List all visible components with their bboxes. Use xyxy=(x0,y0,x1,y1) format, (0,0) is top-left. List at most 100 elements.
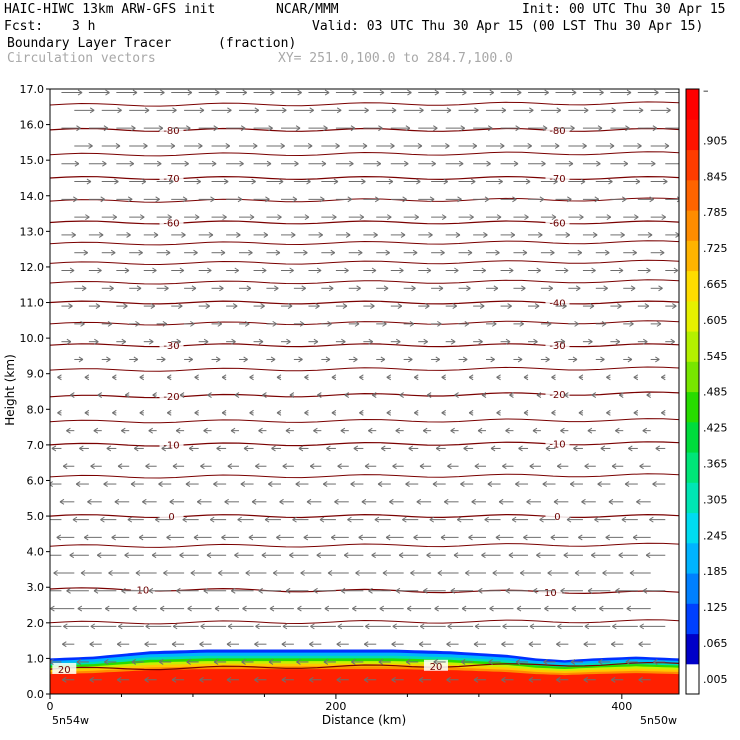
wind-vector-head-177 xyxy=(590,552,596,559)
wind-vector-head-446 xyxy=(588,338,593,345)
wind-vector-head-680 xyxy=(225,143,231,149)
valid-time: Valid: 03 UTC Thu 30 Apr 15 (00 LST Thu … xyxy=(312,19,704,34)
wind-vector-head-369 xyxy=(317,392,322,398)
wind-vector-head-741 xyxy=(666,107,671,114)
wind-vector-head-139 xyxy=(163,570,168,576)
wind-vector-head-75 xyxy=(255,623,260,630)
colorbar-label-8: .485 xyxy=(703,386,728,399)
wind-vector-head-433 xyxy=(231,338,236,345)
wind-vector-head-462 xyxy=(409,320,415,327)
wind-vector-head-760 xyxy=(571,89,577,96)
wind-vector-head-657 xyxy=(211,160,217,167)
wind-vector-head-150 xyxy=(465,570,470,576)
wind-vector-head-616 xyxy=(320,196,325,203)
wind-vector-head-455 xyxy=(217,320,223,327)
wind-vector-head-104 xyxy=(434,605,439,612)
wind-vector-head-376 xyxy=(509,392,514,398)
wind-vector-head-602 xyxy=(551,214,557,221)
wind-vector-head-755 xyxy=(434,89,440,96)
wind-vector-head-323 xyxy=(285,427,291,434)
wind-vector-head-489 xyxy=(534,303,540,310)
colorbar-swatch-8 xyxy=(686,421,699,453)
wind-vector-head-544 xyxy=(193,249,198,256)
wind-vector-head-736 xyxy=(529,107,534,114)
wind-vector-head-575 xyxy=(428,231,433,238)
colorbar-swatch-2 xyxy=(686,603,699,635)
wind-vector-head-87 xyxy=(584,623,590,630)
wind-vector-head-596 xyxy=(386,214,392,221)
wind-vector-head-540 xyxy=(83,249,89,256)
wind-vector-head-684 xyxy=(335,143,340,149)
contour-label-bg-6-1 xyxy=(545,437,570,449)
wind-vector-head-427 xyxy=(66,338,72,345)
wind-vector-head-710 xyxy=(433,125,438,132)
wind-vector-head-143 xyxy=(272,570,278,576)
wind-vector-head-52 xyxy=(254,641,259,648)
wind-vector-head-618 xyxy=(374,196,380,203)
wind-vector-head-487 xyxy=(479,303,485,310)
colorbar-swatch-7 xyxy=(686,452,699,483)
wind-vector-head-257 xyxy=(322,481,328,487)
wind-vector-head-191 xyxy=(358,534,363,541)
wind-vector-head-115 xyxy=(121,587,126,594)
wind-vector-head-605 xyxy=(634,214,639,221)
colorbar-label-1: .065 xyxy=(703,637,728,650)
wind-vector-head-114 xyxy=(93,587,99,594)
wind-vector-head-578 xyxy=(510,231,516,238)
wind-vector-head-129 xyxy=(505,587,510,594)
wind-vector-head-218 xyxy=(484,516,489,523)
wind-vector-head-636 xyxy=(251,178,256,185)
wind-vector-head-526 xyxy=(316,267,322,274)
colorbar-swatch-6 xyxy=(686,482,699,514)
wind-vector-head-445 xyxy=(560,338,566,345)
y-tick-label-8: 8.0 xyxy=(27,403,45,416)
wind-vector-head-510 xyxy=(493,285,499,292)
wind-vector-head-353 xyxy=(496,409,501,416)
wind-vector-head-364 xyxy=(179,392,185,398)
wind-vector-head-660 xyxy=(294,160,299,167)
wind-vector-head-764 xyxy=(682,90,686,95)
wind-vector-head-47 xyxy=(116,641,122,648)
contour-label-2-0: -60 xyxy=(163,218,179,229)
wind-vector-head-84 xyxy=(502,623,507,630)
wind-vector-head-163 xyxy=(206,552,212,559)
wind-vector-head-436 xyxy=(313,338,319,345)
wind-vector-head-658 xyxy=(239,160,244,167)
wind-vector-head-363 xyxy=(152,392,157,398)
wind-vector-head-288 xyxy=(556,463,562,470)
cross-section-endpoints: XY= 251.0,100.0 to 284.7,100.0 xyxy=(278,51,513,66)
wind-vector-head-45 xyxy=(62,641,67,648)
contour-label-3-0: -40 xyxy=(549,299,565,310)
wind-vector-head-467 xyxy=(546,320,552,327)
wind-vector-head-617 xyxy=(347,196,353,203)
wind-vector-head-76 xyxy=(282,623,288,630)
wind-vector-head-155 xyxy=(602,570,607,576)
wind-vector-head-54 xyxy=(309,641,314,648)
contour-line-5 xyxy=(50,391,679,399)
wind-vector-head-399 xyxy=(523,374,529,381)
wind-vector-head-100 xyxy=(324,605,330,612)
wind-vector-head-424 xyxy=(600,356,605,363)
contour-label-8-1: 10 xyxy=(544,588,557,599)
wind-vector-head-307 xyxy=(463,445,468,452)
wind-vector-head-628 xyxy=(649,196,654,203)
wind-vector-head-647 xyxy=(553,178,558,185)
wind-vector-head-652 xyxy=(74,160,80,167)
wind-vector-head-539 xyxy=(673,267,679,274)
y-tick-label-12: 12.0 xyxy=(20,261,45,274)
wind-vector-head-208 xyxy=(209,516,215,523)
wind-vector-head-594 xyxy=(332,214,337,221)
contour-label-1-1: -70 xyxy=(549,174,565,185)
wind-vector-head-733 xyxy=(446,107,452,114)
wind-vector-head-279 xyxy=(309,463,315,470)
wind-vector-head-283 xyxy=(419,463,425,470)
wind-vector-head-495 xyxy=(81,285,87,292)
wind-vector-head-60 xyxy=(473,641,479,648)
wind-vector-head-521 xyxy=(179,267,185,274)
contour-label-bg-3-0 xyxy=(545,296,570,308)
colorbar-swatch-17 xyxy=(686,149,699,181)
wind-vector-head-217 xyxy=(456,516,462,523)
colorbar-swatch-12 xyxy=(686,300,699,332)
wind-vector-head-316 xyxy=(93,427,99,434)
wind-vector-head-199 xyxy=(578,534,583,541)
